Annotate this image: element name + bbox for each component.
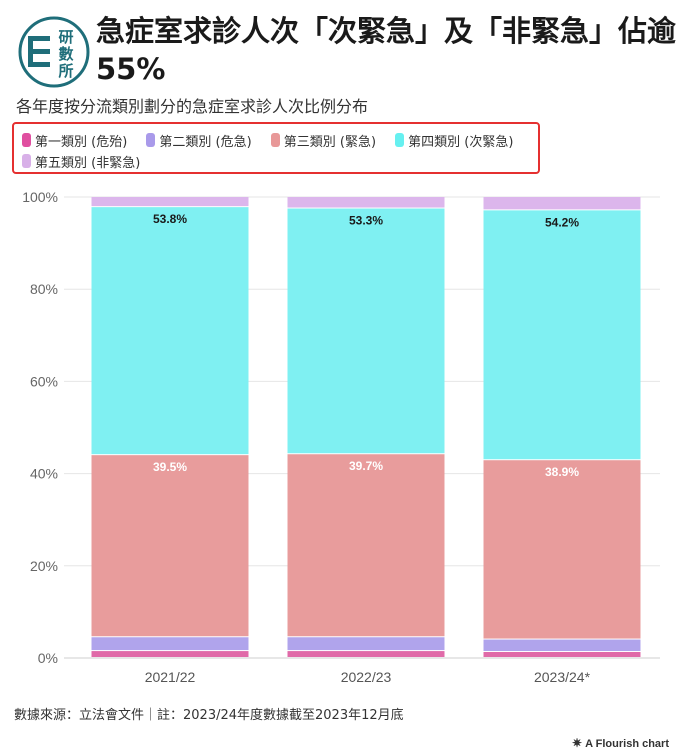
data-label: 39.7% [349, 459, 383, 473]
bar-segment [483, 460, 641, 639]
bar-segment [91, 455, 249, 637]
bar-segment [91, 207, 249, 455]
legend-label: 第三類別 (緊急) [283, 134, 377, 150]
bar-segment [483, 652, 641, 657]
logo-char-1: 研 [58, 28, 73, 46]
bar-segment [287, 454, 445, 637]
legend-label: 第二類別 (危急) [159, 134, 252, 150]
legend: 第一類別 (危殆) 第二類別 (危急) 第三類別 (緊急) 第四類別 (次緊急)… [12, 122, 540, 174]
legend-swatch [22, 133, 31, 147]
bar-segment [91, 637, 249, 651]
data-label: 53.3% [349, 214, 383, 228]
logo-icon: 研 數 所 [18, 16, 90, 88]
legend-item-category-4[interactable]: 第四類別 (次緊急) [395, 130, 513, 150]
data-label: 53.8% [153, 212, 187, 226]
bar-segment [91, 197, 249, 207]
logo-char-3: 所 [58, 62, 73, 80]
data-label: 54.2% [545, 215, 579, 229]
bar-segment [91, 651, 249, 657]
chart-title: 急症室求診人次「次緊急」及「非緊急」佔逾55% [96, 14, 677, 86]
legend-swatch [146, 133, 156, 147]
flourish-credit-label: A Flourish chart [585, 738, 669, 750]
logo-char-2: 數 [58, 45, 73, 63]
y-tick-label: 0% [38, 650, 58, 666]
source-note: 數據來源：立法會文件｜註：2023/24年度數據截至2023年12月底 [14, 708, 404, 723]
legend-item-category-2[interactable]: 第二類別 (危急) [146, 130, 252, 150]
flourish-star-icon: ✷ [572, 736, 583, 750]
bar-segment [483, 210, 641, 460]
legend-swatch [22, 154, 31, 168]
legend-item-category-1[interactable]: 第一類別 (危殆) [22, 130, 127, 150]
y-tick-label: 60% [30, 373, 58, 389]
data-label: 39.5% [153, 460, 187, 474]
legend-label: 第一類別 (危殆) [35, 134, 128, 150]
bar-segment [483, 197, 641, 210]
bar-segment [287, 637, 445, 651]
y-tick-label: 40% [30, 466, 58, 482]
y-tick-label: 20% [30, 558, 58, 574]
legend-label: 第五類別 (非緊急) [35, 155, 141, 171]
chart-subtitle: 各年度按分流類別劃分的急症室求診人次比例分布 [16, 97, 369, 116]
data-label: 38.9% [545, 465, 579, 479]
bar-segment [287, 651, 445, 657]
bar-segment [287, 208, 445, 454]
legend-item-category-3[interactable]: 第三類別 (緊急) [270, 130, 377, 150]
header: 研 數 所 急症室求診人次「次緊急」及「非緊急」佔逾55% [14, 10, 677, 90]
x-tick-label: 2022/23 [341, 669, 392, 685]
bar-segment [483, 639, 641, 652]
legend-swatch [270, 133, 280, 147]
y-tick-label: 80% [30, 281, 58, 297]
stacked-bar-chart: 0% 20% 40% 60% 80% 100% 39.5% 53.8% 2021/22 39.7%… [22, 189, 660, 685]
x-tick-label: 2021/22 [145, 669, 196, 685]
y-tick-label: 100% [22, 189, 58, 205]
flourish-credit[interactable]: ✷ A Flourish chart [572, 736, 669, 750]
x-tick-label: 2023/24* [534, 669, 591, 685]
legend-label: 第四類別 (次緊急) [408, 134, 514, 150]
bar-segment [287, 197, 445, 208]
legend-swatch [395, 133, 405, 147]
legend-item-category-5[interactable]: 第五類別 (非緊急) [22, 151, 140, 171]
